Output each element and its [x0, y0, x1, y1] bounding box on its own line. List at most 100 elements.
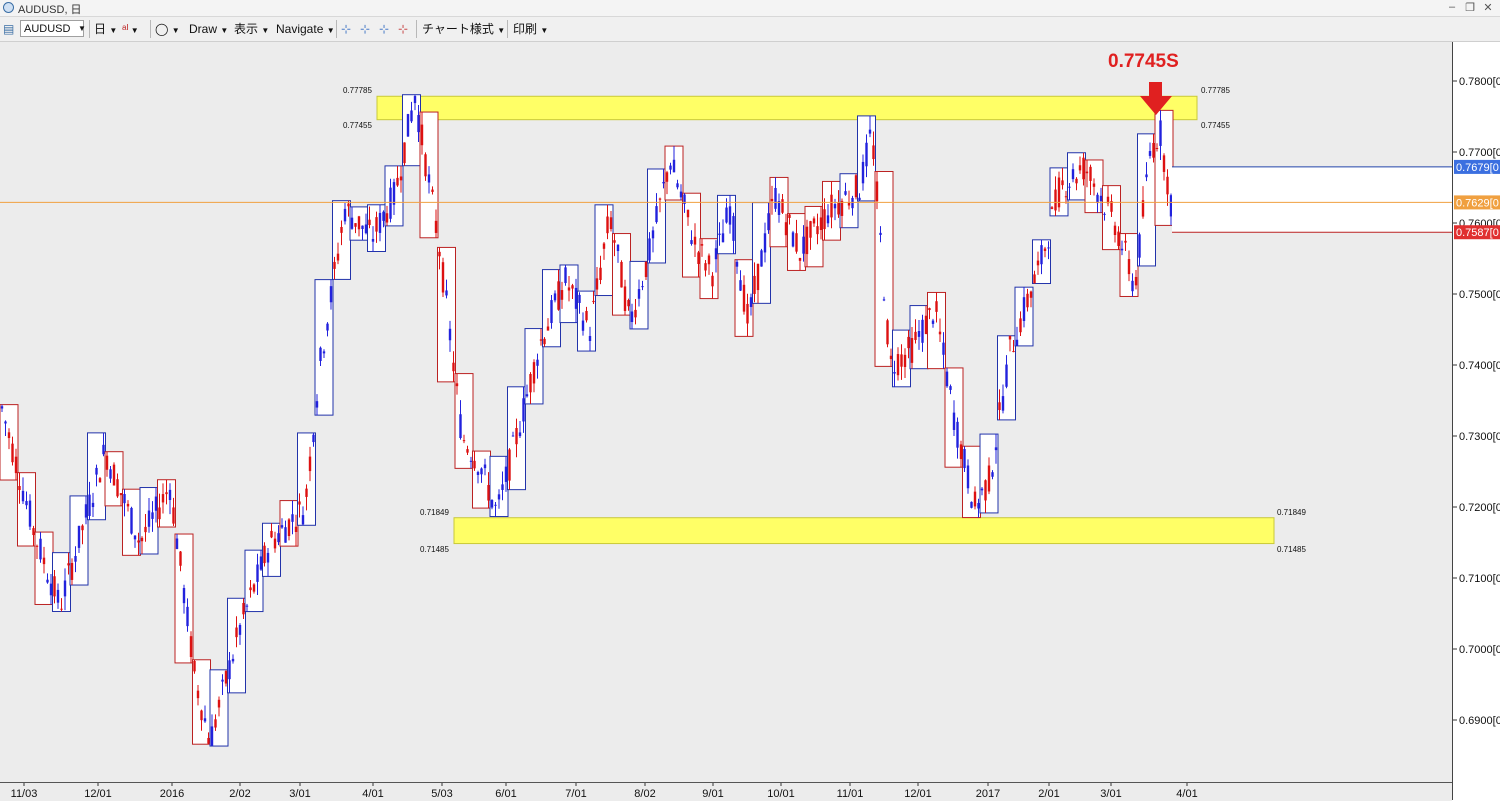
chart-window-icon[interactable]: ▤ [3, 22, 15, 36]
candlestick [669, 162, 672, 175]
candle-body [375, 217, 378, 232]
upper-zone-high-right: 0.77785 [1201, 86, 1230, 95]
candle-body [714, 248, 718, 260]
candlestick [816, 213, 819, 245]
candle-body [413, 96, 417, 104]
candlestick [564, 264, 567, 286]
candle-body [228, 660, 231, 680]
candle-body [448, 328, 452, 341]
price-scale-svg: 0.7800[00.7700[00.7600[00.7500[00.7400[0… [1453, 76, 1500, 727]
price-tick-label: 0.7300[0 [1459, 431, 1500, 443]
candlestick [256, 553, 259, 596]
candlestick [571, 283, 574, 299]
candle-body [735, 261, 739, 267]
candle-body [1082, 157, 1085, 180]
candle-body [18, 486, 21, 491]
zoom-in-icon[interactable]: ⊹ [360, 22, 371, 36]
candlestick [42, 546, 46, 574]
candle-body [46, 579, 49, 583]
lower-zone-high-left: 0.71849 [420, 508, 449, 517]
display-menu[interactable]: 表示 ▼ [234, 22, 270, 36]
candlestick [385, 205, 389, 226]
print-menu[interactable]: 印刷 ▼ [513, 22, 549, 36]
candle-body [123, 493, 126, 504]
candlestick [487, 472, 490, 509]
candlestick [634, 299, 637, 325]
candle-body [721, 233, 725, 243]
candlestick [18, 472, 21, 504]
candlestick [322, 349, 326, 359]
minimize-icon[interactable]: – [1448, 1, 1456, 13]
candle-body [662, 181, 665, 184]
lower-zone-low-left: 0.71485 [420, 545, 449, 554]
candlestick [371, 226, 375, 252]
shape-tool-button[interactable]: ◯ ▼ [155, 22, 180, 36]
candle-body [585, 310, 588, 321]
candle-body [49, 583, 53, 596]
candlestick [35, 544, 39, 560]
crosshair-icon[interactable]: ⊹ [341, 22, 352, 36]
candlestick [88, 481, 91, 520]
candle-body [798, 257, 802, 261]
candle-body [648, 238, 651, 261]
candle-body [921, 319, 924, 343]
price-chart[interactable]: 0.77785 0.77455 0.77785 0.77455 0.71849 … [0, 42, 1452, 782]
candlestick [14, 448, 18, 481]
autoscroll-icon[interactable]: ⊹ [398, 22, 409, 36]
candlestick [140, 536, 144, 554]
candle-body [886, 320, 889, 345]
candlestick [945, 367, 949, 388]
candlestick [718, 222, 721, 246]
candle-body [529, 374, 532, 393]
candlestick [343, 202, 347, 225]
candlestick [599, 255, 602, 285]
price-scale[interactable]: 0.7800[0 0.7700[0 0.7600[0 0.7500[0 0.7400[0… [1452, 42, 1500, 800]
zoom-out-icon[interactable]: ⊹ [379, 22, 390, 36]
candlestick [907, 330, 910, 359]
candle-body [168, 489, 172, 501]
candlestick [53, 570, 56, 604]
candle-body [1096, 194, 1099, 204]
candlestick [497, 489, 501, 509]
chart-style-menu[interactable]: チャート様式 ▼ [422, 22, 506, 36]
lower-band-price-tag-bg [1454, 225, 1500, 240]
time-tick-label: 2/01 [1038, 788, 1059, 800]
candle-body [711, 275, 714, 287]
candle-body [795, 233, 798, 252]
candle-body [1068, 186, 1071, 188]
candlestick [795, 219, 798, 254]
candlestick [935, 292, 938, 323]
price-band [1172, 166, 1452, 233]
candle-body [91, 502, 95, 508]
symbol-select[interactable]: AUDUSD [20, 20, 84, 37]
symbol-dropdown-icon[interactable]: ▼ [78, 24, 86, 33]
candle-body [760, 250, 763, 267]
candle-body [543, 338, 546, 345]
chart-area[interactable]: 0.77785 0.77455 0.77785 0.77455 0.71849 … [0, 42, 1452, 782]
candle-body [88, 494, 91, 516]
candlestick [980, 487, 984, 496]
candle-body [483, 464, 487, 469]
candle-body [480, 468, 483, 475]
separator [416, 20, 417, 38]
candlestick [609, 210, 613, 232]
candle-body [917, 331, 921, 337]
candlestick [588, 326, 592, 352]
candle-body [567, 287, 571, 291]
candle-body [147, 510, 151, 527]
candlestick [560, 281, 564, 309]
candle-body [98, 478, 102, 483]
close-icon[interactable]: ✕ [1483, 2, 1493, 14]
timeframe-button[interactable]: 日 ▼ [94, 22, 118, 36]
navigate-menu[interactable]: Navigate ▼ [276, 22, 335, 36]
draw-menu[interactable]: Draw ▼ [189, 22, 229, 36]
candle-body [728, 206, 732, 225]
maximize-icon[interactable]: ❐ [1465, 2, 1475, 14]
candlestick [151, 501, 154, 532]
candle-body [175, 538, 179, 549]
candle-body [1169, 195, 1173, 217]
indicator-icon[interactable]: ᵃᴵ ▼ [122, 22, 139, 36]
candlestick [214, 714, 217, 731]
candlestick [1068, 183, 1071, 200]
candle-body [504, 466, 508, 482]
